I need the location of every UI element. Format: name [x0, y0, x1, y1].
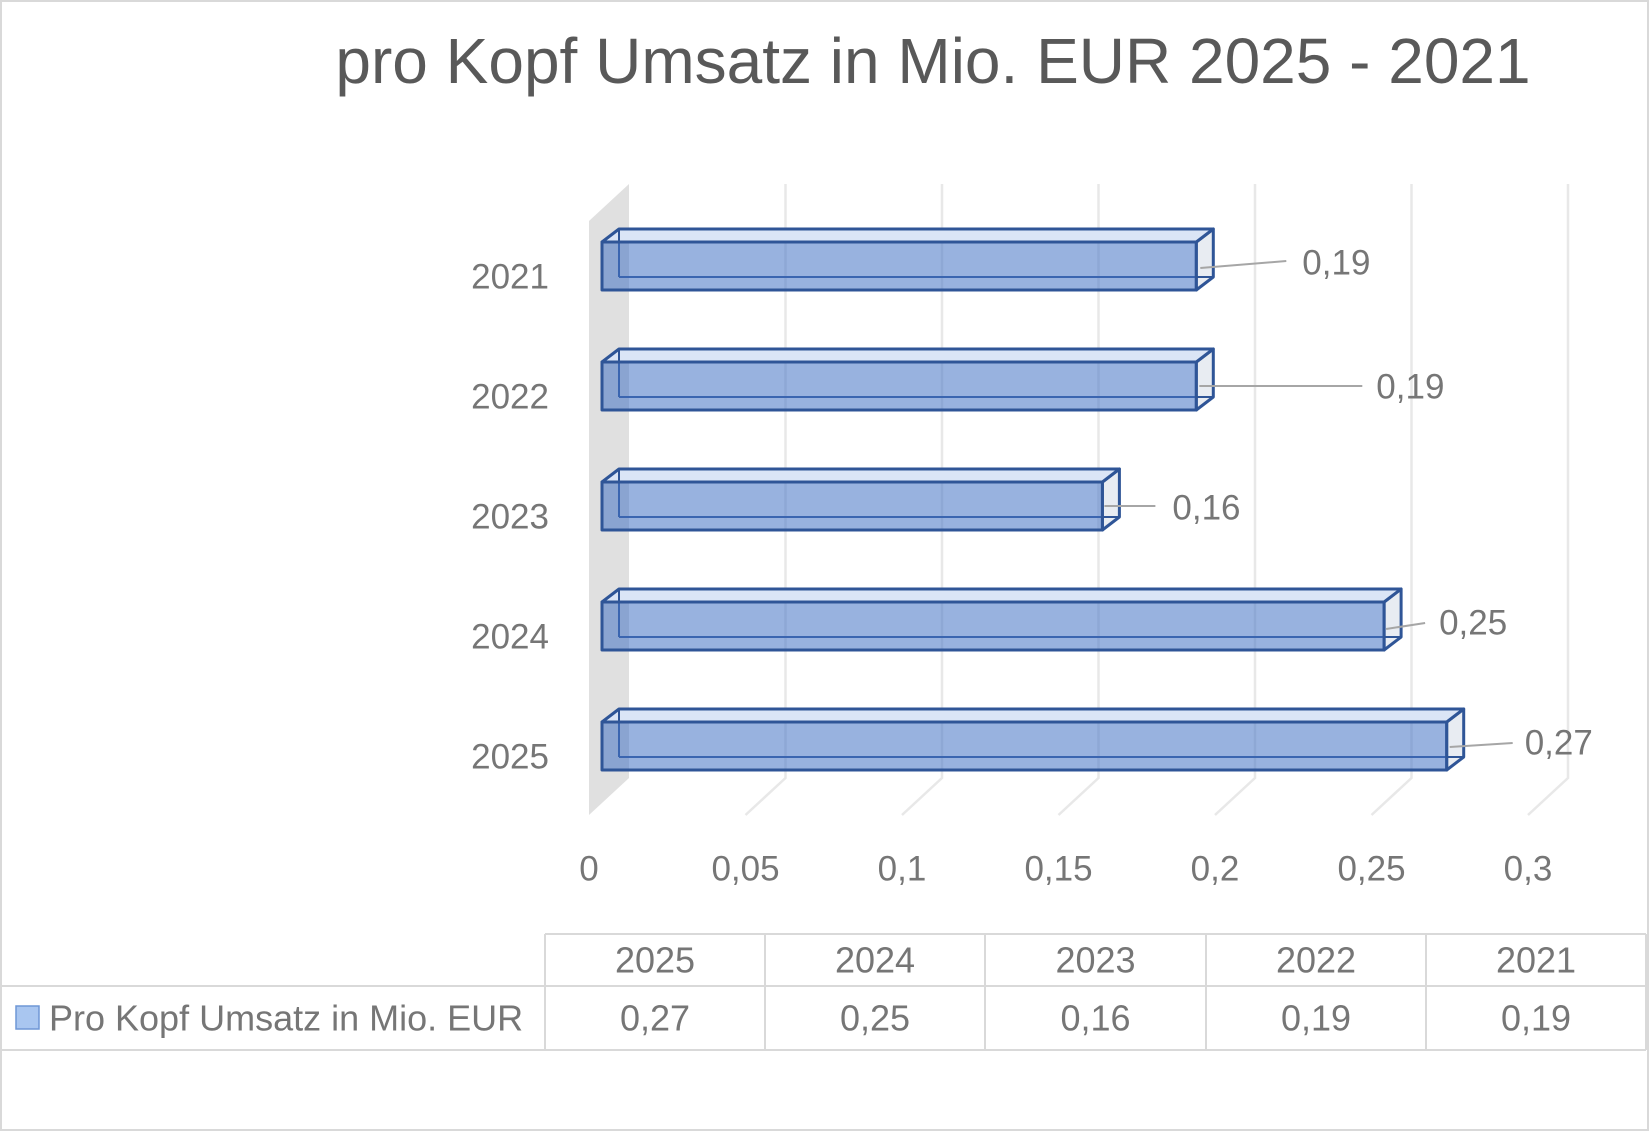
data-table-value-cell: 0,25	[840, 998, 910, 1039]
data-table-header-cell: 2025	[615, 940, 695, 981]
category-label: 2021	[471, 258, 549, 297]
category-label: 2023	[471, 498, 549, 537]
x-tick-label: 0,2	[1191, 850, 1240, 889]
data-label: 0,25	[1439, 604, 1507, 643]
bar-2025	[600, 707, 1466, 772]
gridline	[1214, 184, 1257, 816]
chart-title: pro Kopf Umsatz in Mio. EUR 2025 - 2021	[335, 25, 1531, 97]
legend-label: Pro Kopf Umsatz in Mio. EUR	[49, 998, 523, 1039]
data-table-header-cell: 2024	[835, 940, 915, 981]
data-label-leader	[1385, 622, 1426, 630]
bar-top-face	[600, 707, 1466, 724]
legend-key	[15, 1005, 40, 1030]
x-tick-label: 0	[579, 850, 598, 889]
data-table: 2025 0,27 2024 0,25 2023 0,16 2022 0,19 2021 0,19…	[2, 933, 1647, 1051]
x-tick-label: 0,15	[1024, 850, 1092, 889]
x-tick-label: 0,25	[1337, 850, 1405, 889]
data-label: 0,27	[1525, 724, 1593, 763]
category-label: 2024	[471, 618, 549, 657]
bar-2022	[600, 347, 1215, 412]
data-table-header-cell: 2023	[1055, 940, 1135, 981]
data-table-value-cell: 0,19	[1281, 998, 1351, 1039]
x-tick-label: 0,05	[711, 850, 779, 889]
bar-top-face	[600, 347, 1215, 364]
data-table-header-cell: 2022	[1276, 940, 1356, 981]
x-tick-label: 0,3	[1504, 850, 1553, 889]
bar-front-face	[600, 720, 1449, 772]
bar-2023	[600, 467, 1121, 532]
gridline	[1527, 184, 1570, 816]
data-label-leader	[1200, 260, 1287, 269]
data-label: 0,16	[1172, 489, 1240, 528]
data-label-leader	[1449, 742, 1513, 748]
bar-front-face	[600, 600, 1386, 652]
bar-front-face	[600, 240, 1198, 292]
gridline	[1370, 184, 1413, 816]
bar-top-face	[600, 227, 1215, 244]
bar-2021	[600, 227, 1215, 292]
data-label: 0,19	[1302, 244, 1370, 283]
bar-front-face	[600, 360, 1198, 412]
x-tick-label: 0,1	[878, 850, 927, 889]
category-label: 2022	[471, 378, 549, 417]
bar-top-face	[600, 467, 1121, 484]
category-label: 2025	[471, 738, 549, 777]
data-table-value-cell: 0,16	[1060, 998, 1130, 1039]
bar-2024	[600, 587, 1403, 652]
data-table-value-cell: 0,27	[620, 998, 690, 1039]
data-label: 0,19	[1376, 368, 1444, 407]
data-table-value-cell: 0,19	[1501, 998, 1571, 1039]
bar-front-face	[600, 480, 1104, 532]
bar-top-face	[600, 587, 1403, 604]
data-table-header-cell: 2021	[1496, 940, 1576, 981]
